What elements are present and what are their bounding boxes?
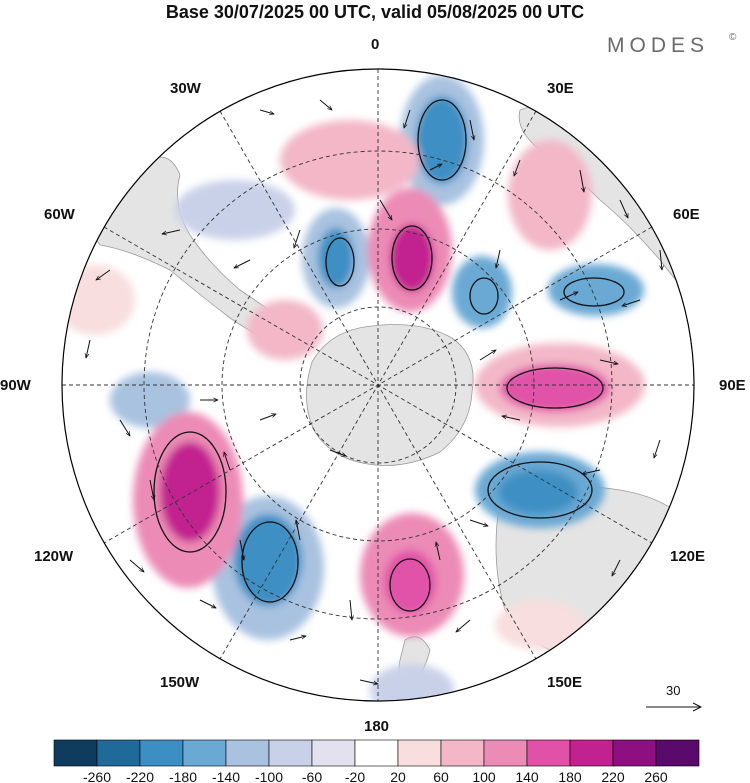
wind-arrow	[224, 452, 231, 471]
wind-arrow	[622, 299, 641, 306]
anomaly-positive-10w-core	[390, 224, 434, 292]
anomaly-negative-90w	[110, 372, 190, 428]
wind-arrow	[96, 269, 111, 280]
lon-label-60w: 60W	[44, 206, 75, 223]
graticule	[62, 69, 694, 701]
wind-arrow	[379, 199, 392, 220]
brand-mark: ©	[729, 32, 737, 43]
wind-arrow	[619, 199, 629, 218]
map-frame	[61, 68, 695, 702]
contour	[389, 558, 431, 612]
anomaly-negative-30e-core	[416, 96, 468, 184]
wind-arrow	[559, 291, 578, 301]
reference-vector-label: 30	[666, 683, 681, 698]
wind-arrow	[579, 169, 584, 192]
contours	[153, 99, 625, 612]
wind-arrow	[199, 599, 216, 609]
contour	[487, 461, 593, 519]
contour	[153, 431, 227, 553]
anomaly-positive-0	[280, 120, 420, 200]
lon-label-150w: 150W	[160, 674, 200, 691]
anomaly-positive-150e	[495, 600, 585, 650]
wind-arrow	[86, 339, 91, 358]
wind-arrow	[654, 439, 661, 458]
wind-arrow	[611, 559, 621, 576]
wind-arrow	[259, 109, 274, 114]
wind-arrow	[660, 249, 662, 270]
lon-label-120e: 120E	[670, 548, 706, 565]
anomaly-positive-70w	[247, 300, 323, 360]
wind-arrow	[582, 469, 601, 474]
contour	[417, 99, 467, 181]
wind-arrow	[456, 619, 471, 632]
anomaly-negative-140w-core	[234, 514, 302, 606]
map-title: Base 30/07/2025 00 UTC, valid 05/08/2025…	[165, 2, 585, 22]
anomaly-negative-110e-core	[498, 470, 578, 514]
contour	[325, 237, 355, 287]
wind-arrow	[436, 542, 441, 561]
wind-arrow	[479, 350, 496, 361]
reference-arrow-icon	[646, 702, 703, 712]
antarctica-land	[306, 324, 474, 466]
wind-arrow	[296, 520, 301, 541]
wind-arrow	[319, 99, 332, 110]
wind-arrow	[350, 599, 352, 620]
lon-label-30e: 30E	[547, 80, 574, 97]
anomaly-negative-60e	[548, 264, 644, 316]
wind-arrow	[289, 636, 306, 641]
contour	[563, 277, 625, 307]
wind-arrow	[469, 519, 488, 526]
lon-label-90e: 90E	[719, 377, 746, 394]
contour	[469, 277, 499, 315]
wind-arrow	[234, 259, 251, 269]
anomaly-negative-40e	[452, 256, 512, 328]
wind-arrow	[496, 249, 501, 268]
lon-label-90w: 90W	[0, 377, 31, 394]
wind-arrow	[259, 414, 276, 421]
anomaly-positive-120w-core	[160, 442, 220, 542]
wind-arrow	[359, 679, 378, 684]
lon-label-60e: 60E	[673, 206, 700, 223]
lon-label-30w: 30W	[170, 80, 201, 97]
wind-arrow	[599, 359, 618, 364]
wind-arrow	[429, 163, 442, 171]
anomaly-negative-170w	[370, 664, 454, 701]
reference-vector: 30	[640, 680, 710, 720]
wind-arrow	[239, 539, 244, 560]
wind-arrow	[129, 559, 144, 572]
brand-name: MODES	[607, 34, 710, 57]
wind-arrow	[149, 128, 160, 141]
contour	[506, 367, 604, 409]
lon-label-120w: 120W	[34, 548, 74, 565]
wind-arrow	[404, 109, 411, 128]
wind-arrow	[514, 159, 521, 176]
anomaly-negative-60w-core	[318, 228, 354, 288]
map-field	[62, 69, 694, 701]
wind-arrow	[162, 229, 181, 234]
wind-arrow	[119, 419, 130, 436]
anomaly-positive-45e	[508, 140, 592, 250]
wind-arrow	[469, 119, 474, 140]
wind-arrow	[294, 229, 301, 248]
lon-label-0: 0	[371, 36, 380, 53]
contour	[391, 225, 433, 291]
brand-logo: MODES ©	[607, 32, 736, 58]
lon-label-180: 180	[364, 718, 390, 735]
wind-arrow	[329, 449, 346, 456]
anomaly-positive-90w	[62, 265, 135, 335]
anomaly-negative-30w	[175, 180, 295, 240]
anomaly-positive-90e-core	[500, 364, 610, 412]
wind-arrow	[502, 416, 521, 421]
contour	[241, 521, 299, 603]
wind-arrow	[149, 479, 154, 500]
lon-label-150e: 150E	[547, 674, 583, 691]
